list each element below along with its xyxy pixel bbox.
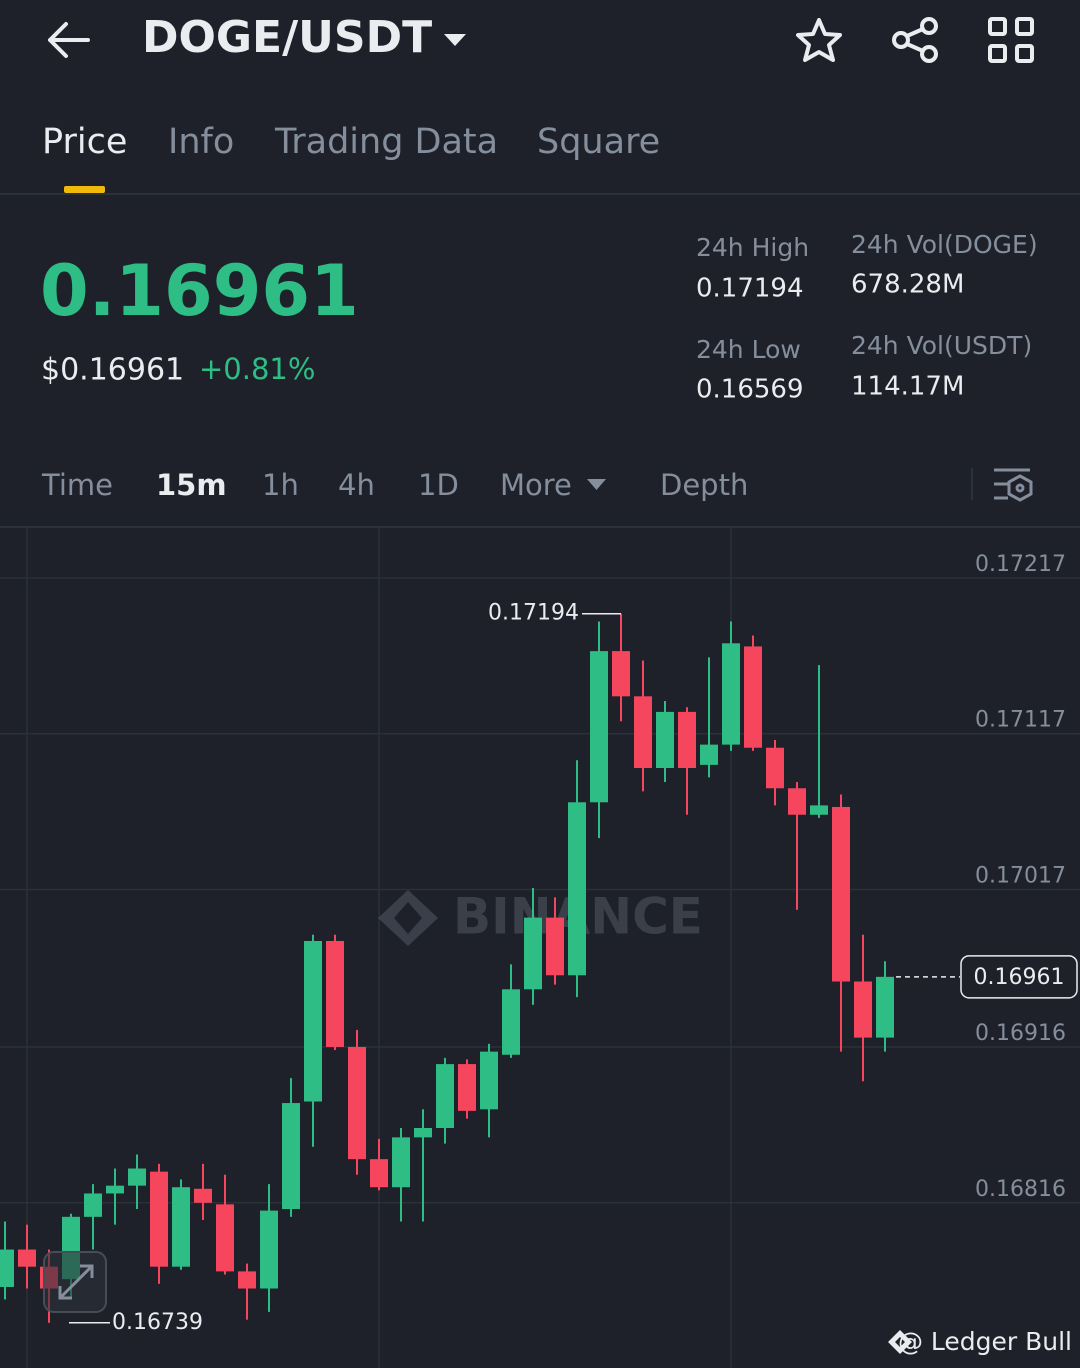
price-change: +0.81% xyxy=(199,352,315,386)
candle-body xyxy=(524,917,542,990)
candle-body xyxy=(854,981,872,1038)
stat-value: 114.17M xyxy=(851,372,964,402)
candle-body xyxy=(18,1249,36,1267)
tab[interactable]: Square xyxy=(537,122,660,162)
interval[interactable]: More xyxy=(500,468,572,502)
y-tick-label: 0.16916 xyxy=(975,1021,1066,1046)
credit: @ Ledger Bull xyxy=(898,1327,1072,1356)
candle-body xyxy=(634,696,652,768)
candle-body xyxy=(546,917,564,976)
y-tick-label: 0.17117 xyxy=(975,708,1066,733)
candle-body xyxy=(788,788,806,815)
candle-body xyxy=(84,1193,102,1217)
candle-body xyxy=(502,989,520,1055)
more-dropdown[interactable] xyxy=(587,479,606,490)
candle-body xyxy=(480,1051,498,1110)
candle-body xyxy=(414,1128,432,1138)
tab[interactable]: Info xyxy=(168,122,234,162)
stat-label: 24h Vol(DOGE) xyxy=(851,230,1038,259)
candle-body xyxy=(612,651,630,697)
interval[interactable]: 4h xyxy=(338,468,375,502)
candle-body xyxy=(700,744,718,765)
divider xyxy=(0,526,1080,528)
tab[interactable]: Trading Data xyxy=(274,122,498,162)
candle-body xyxy=(194,1188,212,1203)
candle-body xyxy=(282,1103,300,1210)
pair-dropdown[interactable] xyxy=(444,34,466,46)
stat-value: 678.28M xyxy=(851,270,964,300)
candle-body xyxy=(876,976,894,1038)
candle-body xyxy=(590,651,608,803)
candle-body xyxy=(436,1064,454,1128)
interval[interactable]: Time xyxy=(41,468,113,502)
candle-body xyxy=(744,646,762,748)
tab-indicator xyxy=(64,186,105,193)
stat-label: 24h Low xyxy=(696,335,801,364)
grid-icon[interactable] xyxy=(988,17,1034,63)
candle-body xyxy=(326,940,344,1047)
candle-body xyxy=(722,643,740,745)
tab[interactable]: Price xyxy=(42,122,127,162)
candle-body xyxy=(216,1204,234,1272)
candle-body xyxy=(260,1210,278,1289)
candle-body xyxy=(172,1187,190,1267)
stat-value: 0.17194 xyxy=(696,274,804,304)
candle-body xyxy=(106,1185,124,1194)
stat-value: 0.16569 xyxy=(696,375,804,405)
y-tick-label: 0.16816 xyxy=(975,1177,1066,1202)
interval[interactable]: Depth xyxy=(660,468,748,502)
interval[interactable]: 1D xyxy=(418,468,459,502)
candle-body xyxy=(150,1171,168,1267)
chart-settings-icon[interactable] xyxy=(994,468,1033,502)
candle-body xyxy=(0,1249,14,1287)
candle-body xyxy=(568,802,586,976)
credit-logo xyxy=(888,1330,912,1354)
divider xyxy=(0,193,1080,195)
y-tick-label: 0.17217 xyxy=(975,552,1066,577)
candle-body xyxy=(348,1046,366,1160)
candle-body xyxy=(304,940,322,1102)
candle-body xyxy=(392,1137,410,1188)
candle-body xyxy=(238,1271,256,1289)
candle-body xyxy=(656,711,674,768)
last-price-box xyxy=(960,955,1078,999)
candle-body xyxy=(128,1168,146,1186)
candle-body xyxy=(370,1159,388,1188)
back-icon[interactable] xyxy=(48,22,90,58)
candle-body xyxy=(832,806,850,982)
stat-label: 24h High xyxy=(696,233,809,262)
high-marker-label: 0.17194 xyxy=(488,601,579,626)
expand-button[interactable] xyxy=(43,1251,107,1313)
stat-label: 24h Vol(USDT) xyxy=(851,331,1032,360)
interval[interactable]: 1h xyxy=(262,468,299,502)
favorite-icon[interactable] xyxy=(796,18,842,62)
candle-body xyxy=(766,747,784,789)
candle-body xyxy=(458,1064,476,1111)
usd-price: $0.16961 xyxy=(41,353,184,388)
candle-body xyxy=(678,711,696,768)
candle-body xyxy=(810,805,828,815)
pair-title[interactable]: DOGE/USDT xyxy=(142,12,432,63)
candle-chart: 0.17217 0.17117 0.17017 0.16916 0.16816 0.171… xyxy=(0,552,1080,1335)
last-price-label: 0.16961 xyxy=(974,965,1065,990)
y-tick-label: 0.17017 xyxy=(975,864,1066,889)
share-icon[interactable] xyxy=(892,17,938,63)
separator xyxy=(971,468,973,500)
interval[interactable]: 15m xyxy=(156,468,227,502)
last-price: 0.16961 xyxy=(40,250,359,332)
low-marker-label: 0.16739 xyxy=(112,1310,203,1335)
